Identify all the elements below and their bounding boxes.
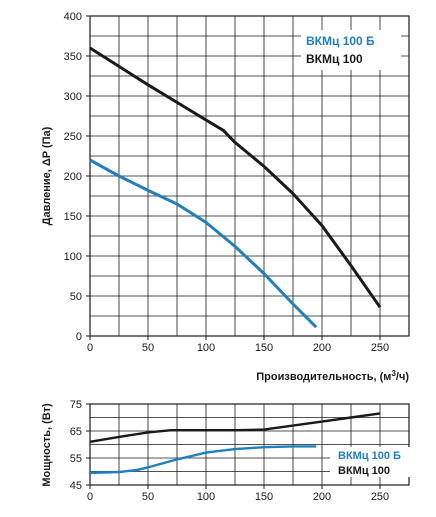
power-legend-blue: ВКМц 100 Б: [338, 450, 401, 462]
pressure-x-tick-label: 250: [371, 342, 389, 354]
power-series-line-blue: [89, 445, 317, 475]
power-x-tick-label: 0: [87, 491, 93, 503]
power-x-tick-label: 250: [371, 491, 389, 503]
pressure-y-tick-label: 0: [76, 331, 82, 343]
pressure-y-tick-label: 100: [64, 251, 82, 263]
pressure-y-axis-label: Давление, ΔP (Па): [41, 126, 53, 225]
power-series: [89, 412, 381, 475]
power-x-tick-label: 100: [197, 491, 215, 503]
pressure-x-axis-label: Производительность, (м3/ч): [256, 369, 409, 383]
power-y-tick-label: 45: [70, 480, 82, 492]
pressure-y-tick-label: 300: [64, 91, 82, 103]
pressure-series-line-black: [89, 46, 382, 309]
pressure-series-line-blue: [89, 158, 318, 329]
power-y-tick-label: 55: [70, 453, 82, 465]
power-y-axis-label: Мощность, (Вт): [41, 403, 53, 487]
power-y-tick-label: 65: [70, 426, 82, 438]
pressure-legend-blue: ВКМц 100 Б: [306, 34, 375, 48]
pressure-x-tick-label: 50: [142, 342, 154, 354]
power-y-ticks: 45 55 65 75: [70, 399, 90, 492]
power-legend-black: ВКМц 100: [338, 465, 390, 477]
pressure-y-tick-label: 400: [64, 11, 82, 23]
pressure-y-tick-label: 150: [64, 211, 82, 223]
pressure-chart: 0 50 100 150 200 250 300 350 400 0 50 100 150 200 250…: [41, 11, 410, 383]
power-legend-box: [330, 447, 410, 477]
pressure-x-tick-label: 150: [255, 342, 273, 354]
pressure-x-ticks: 0 50 100 150 200 250: [87, 336, 389, 354]
power-x-tick-label: 200: [313, 491, 331, 503]
pressure-x-tick-label: 0: [87, 342, 93, 354]
power-y-tick-label: 75: [70, 399, 82, 411]
pressure-y-tick-label: 50: [70, 291, 82, 303]
power-x-tick-label: 150: [255, 491, 273, 503]
pressure-y-ticks: 0 50 100 150 200 250 300 350 400: [64, 11, 90, 343]
power-plot-frame: [89, 403, 410, 486]
pressure-y-tick-label: 250: [64, 131, 82, 143]
pressure-y-tick-label: 350: [64, 51, 82, 63]
power-x-tick-label: 50: [142, 491, 154, 503]
power-x-ticks: 0 50 100 150 200 250: [87, 485, 389, 503]
pressure-legend-box: [301, 30, 401, 70]
pressure-x-tick-label: 200: [313, 342, 331, 354]
pressure-series: [89, 46, 382, 329]
pressure-y-tick-label: 200: [64, 171, 82, 183]
pressure-legend-black: ВКМц 100: [306, 52, 363, 66]
pressure-grid: [90, 16, 409, 336]
pressure-x-tick-label: 100: [197, 342, 215, 354]
power-series-line-black: [89, 412, 381, 443]
